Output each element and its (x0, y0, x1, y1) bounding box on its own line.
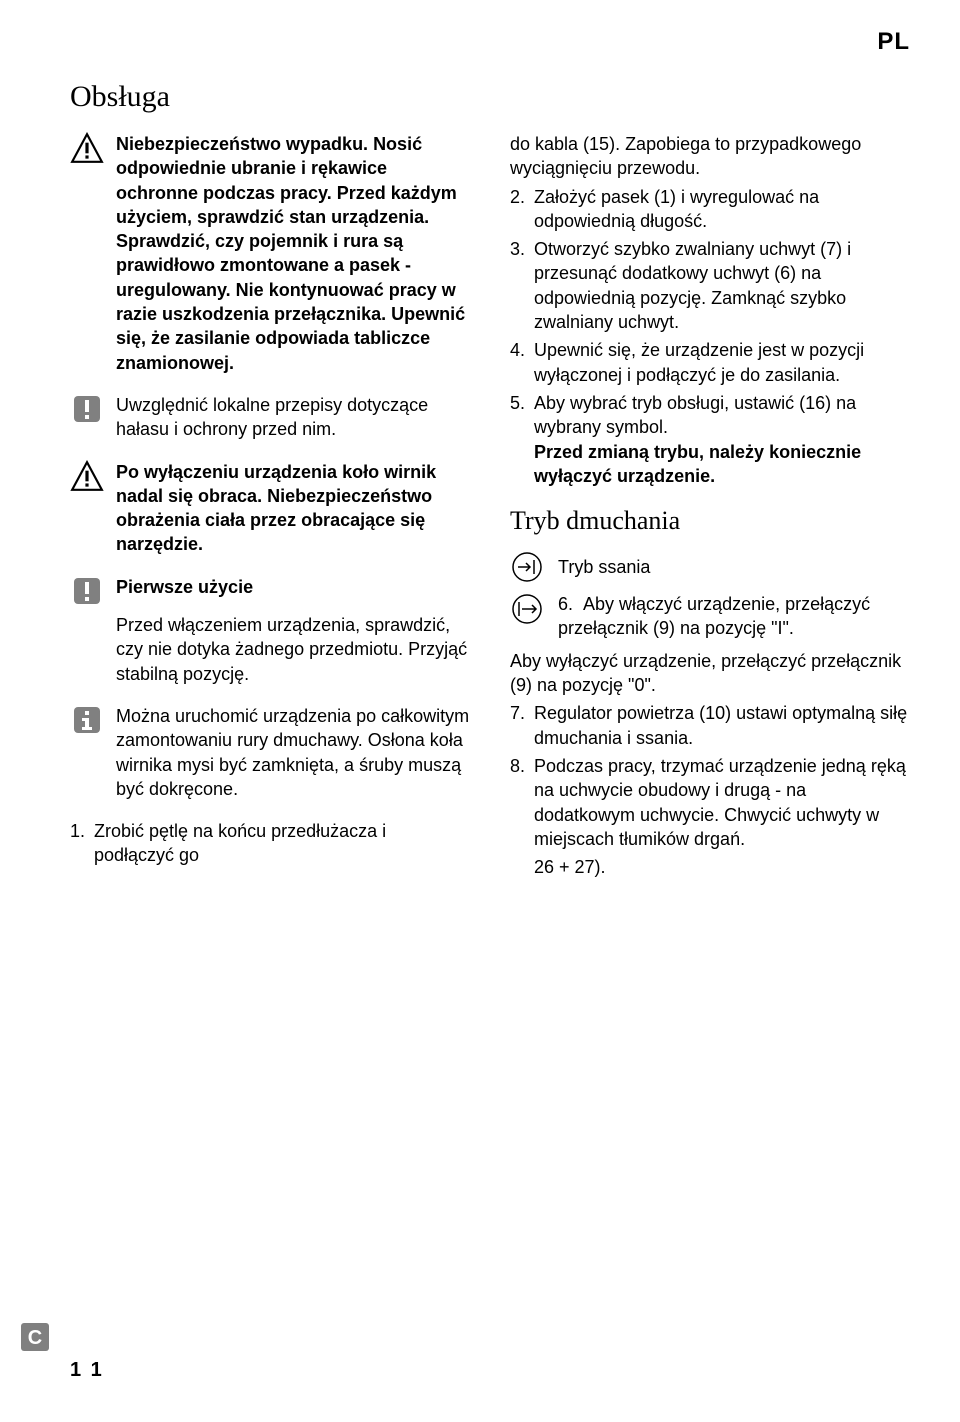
item-6-text: 6. Aby włączyć urządzenie, przełączyć pr… (558, 592, 910, 641)
info-text-2: Można uruchomić urządzenia po całkowitym… (116, 704, 470, 801)
mode-suction-label: Tryb ssania (558, 555, 910, 579)
item-6-number: 6. (558, 594, 573, 614)
first-use-paragraph: Przed włączeniem urządzenia, sprawdzić, … (116, 613, 470, 686)
warning-text-1: Niebezpieczeństwo wypadku. Nosić odpowie… (116, 132, 470, 375)
item-number: 7. (510, 701, 534, 750)
info-block-1: Uwzględnić lokalne przepisy dotyczące ha… (70, 393, 470, 442)
blow-mode-icon (510, 592, 544, 626)
list-item: 3. Otworzyć szybko zwalniany uchwyt (7) … (510, 237, 910, 334)
page-number: 1 1 (70, 1359, 104, 1382)
warning-triangle-icon (70, 132, 104, 164)
list-item: 2. Założyć pasek (1) i wyregulować na od… (510, 185, 910, 234)
language-code: PL (877, 28, 910, 56)
list-item: 8. Podczas pracy, trzymać urządzenie jed… (510, 754, 910, 851)
step-1: 1. Zrobić pętlę na końcu przedłużacza i … (70, 819, 470, 868)
info-square-icon (70, 704, 104, 736)
c-square-icon: C (20, 1322, 50, 1352)
first-use-heading: Pierwsze użycie (116, 575, 470, 599)
list-item: 7. Regulator powietrza (10) ustawi optym… (510, 701, 910, 750)
ordered-list-1: 2. Założyć pasek (1) i wyregulować na od… (510, 185, 910, 489)
warning-text-2: Po wyłączeniu urządzenia koło wirnik nad… (116, 460, 470, 557)
svg-text:C: C (28, 1327, 42, 1349)
mode-suction-row: Tryb ssania (510, 550, 910, 584)
warning-triangle-icon (70, 460, 104, 492)
item-text: Upewnić się, że urządzenie jest w pozycj… (534, 338, 910, 387)
info-block-2: Można uruchomić urządzenia po całkowitym… (70, 704, 470, 801)
exclamation-square-icon (70, 393, 104, 425)
item-number: 5. (510, 391, 534, 488)
item-number: 2. (510, 185, 534, 234)
step-number: 1. (70, 819, 94, 868)
item-text-main: Aby wybrać tryb obsługi, ustawić (16) na… (534, 393, 856, 437)
item-6-main: Aby włączyć urządzenie, przełączyć przeł… (558, 594, 870, 638)
item-text: Aby wybrać tryb obsługi, ustawić (16) na… (534, 391, 910, 488)
suction-mode-icon (510, 550, 544, 584)
first-use-content: Pierwsze użycie Przed włączeniem urządze… (116, 575, 470, 686)
left-column: Niebezpieczeństwo wypadku. Nosić odpowie… (70, 132, 470, 883)
figure-reference: 26 + 27). (534, 855, 910, 879)
list-item: 4. Upewnić się, że urządzenie jest w poz… (510, 338, 910, 387)
list-item: 5. Aby wybrać tryb obsługi, ustawić (16)… (510, 391, 910, 488)
item-text: Założyć pasek (1) i wyregulować na odpow… (534, 185, 910, 234)
item-number: 3. (510, 237, 534, 334)
continued-text: do kabla (15). Zapobiega to przypadkoweg… (510, 132, 910, 181)
first-use-block: Pierwsze użycie Przed włączeniem urządze… (70, 575, 470, 686)
item-number: 4. (510, 338, 534, 387)
item-text-emphasis: Przed zmianą trybu, należy koniecznie wy… (534, 440, 910, 489)
item-6-continued: Aby wyłączyć urządzenie, przełączyć prze… (510, 649, 910, 698)
item-text: Podczas pracy, trzymać urządzenie jedną … (534, 754, 910, 851)
item-text: Regulator powietrza (10) ustawi optymaln… (534, 701, 910, 750)
item-number: 8. (510, 754, 534, 851)
item-text: Otworzyć szybko zwalniany uchwyt (7) i p… (534, 237, 910, 334)
mode-title: Tryb dmuchania (510, 506, 910, 536)
item-6-row: 6. Aby włączyć urządzenie, przełączyć pr… (510, 592, 910, 641)
section-title: Obsługa (70, 80, 910, 114)
warning-block-2: Po wyłączeniu urządzenia koło wirnik nad… (70, 460, 470, 557)
exclamation-square-icon (70, 575, 104, 607)
info-text-1: Uwzględnić lokalne przepisy dotyczące ha… (116, 393, 470, 442)
ordered-list-2: 7. Regulator powietrza (10) ustawi optym… (510, 701, 910, 851)
warning-block-1: Niebezpieczeństwo wypadku. Nosić odpowie… (70, 132, 470, 375)
right-column: do kabla (15). Zapobiega to przypadkoweg… (510, 132, 910, 883)
step-text: Zrobić pętlę na końcu przedłużacza i pod… (94, 819, 470, 868)
